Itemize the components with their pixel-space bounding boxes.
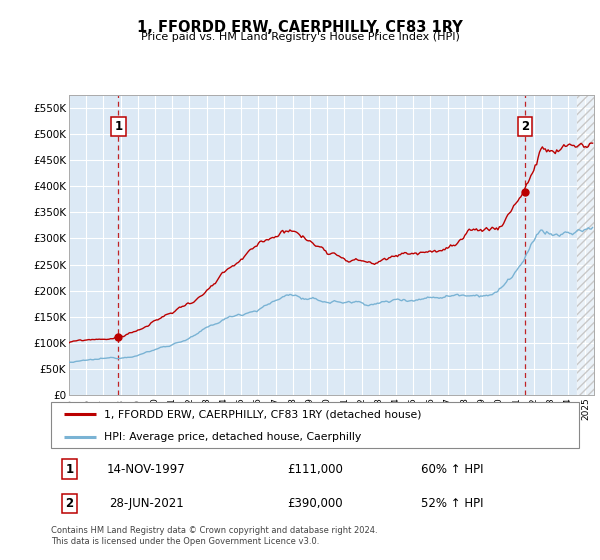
Text: 1, FFORDD ERW, CAERPHILLY, CF83 1RY: 1, FFORDD ERW, CAERPHILLY, CF83 1RY (137, 20, 463, 35)
Text: Contains HM Land Registry data © Crown copyright and database right 2024.
This d: Contains HM Land Registry data © Crown c… (51, 526, 377, 546)
Text: 52% ↑ HPI: 52% ↑ HPI (421, 497, 484, 510)
Text: £390,000: £390,000 (287, 497, 343, 510)
Text: 1, FFORDD ERW, CAERPHILLY, CF83 1RY (detached house): 1, FFORDD ERW, CAERPHILLY, CF83 1RY (det… (104, 409, 421, 419)
Text: 14-NOV-1997: 14-NOV-1997 (107, 463, 185, 475)
Text: 28-JUN-2021: 28-JUN-2021 (109, 497, 184, 510)
Text: 2: 2 (521, 120, 529, 133)
Text: 1: 1 (115, 120, 122, 133)
Text: Price paid vs. HM Land Registry's House Price Index (HPI): Price paid vs. HM Land Registry's House … (140, 32, 460, 43)
Polygon shape (577, 95, 594, 395)
Text: HPI: Average price, detached house, Caerphilly: HPI: Average price, detached house, Caer… (104, 432, 361, 441)
Text: 1: 1 (65, 463, 74, 475)
Text: £111,000: £111,000 (287, 463, 343, 475)
Text: 2: 2 (65, 497, 74, 510)
FancyBboxPatch shape (51, 402, 579, 448)
Text: 60% ↑ HPI: 60% ↑ HPI (421, 463, 484, 475)
